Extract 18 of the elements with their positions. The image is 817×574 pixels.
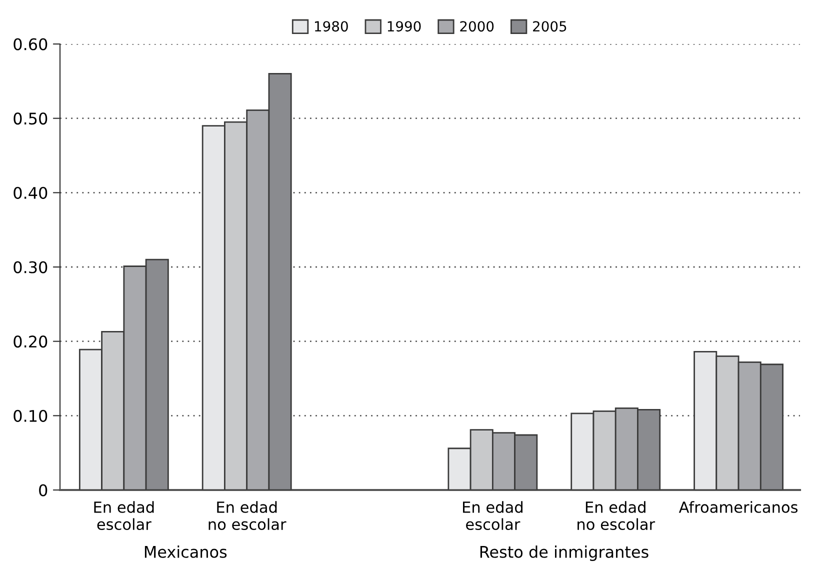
legend-label: 1990 (388, 21, 421, 32)
y-tick-label: 0.60 (14, 38, 48, 50)
y-tick-label: 0.10 (14, 410, 48, 422)
y-tick-label: 0.50 (14, 112, 48, 125)
y-tick-label: 0.30 (14, 261, 48, 274)
x-tick-label: En edad no escolar (208, 501, 286, 530)
legend-label: 2005 (533, 21, 566, 32)
x-tick-label: En edad escolar (463, 501, 522, 530)
legend-label: 2000 (460, 21, 494, 32)
x-tick-label: Afroamericanos (678, 501, 798, 513)
legend-label: 1980 (315, 21, 348, 32)
text: Resto de inmigrantes (480, 546, 648, 562)
x-tick-label: En edad no escolar (578, 501, 656, 530)
x-tick-label: En edad escolar (94, 501, 154, 530)
text: Mexicanos (144, 546, 227, 558)
y-tick-label: 0 (39, 484, 48, 496)
y-tick-label: 0.20 (14, 336, 48, 348)
y-tick-label: 0.40 (14, 186, 48, 199)
